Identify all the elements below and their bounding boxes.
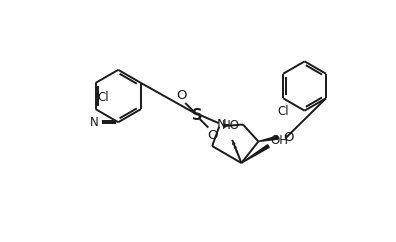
Text: HO: HO [222,119,240,132]
Text: O: O [283,131,293,144]
Text: N: N [90,116,99,129]
Text: Cl: Cl [97,91,109,104]
Text: N: N [217,118,226,131]
Text: O: O [176,89,187,102]
Text: Cl: Cl [278,105,289,118]
Text: S: S [192,108,202,123]
Polygon shape [258,136,278,142]
Polygon shape [242,145,269,163]
Text: OH: OH [271,134,289,147]
Text: O: O [207,129,217,142]
